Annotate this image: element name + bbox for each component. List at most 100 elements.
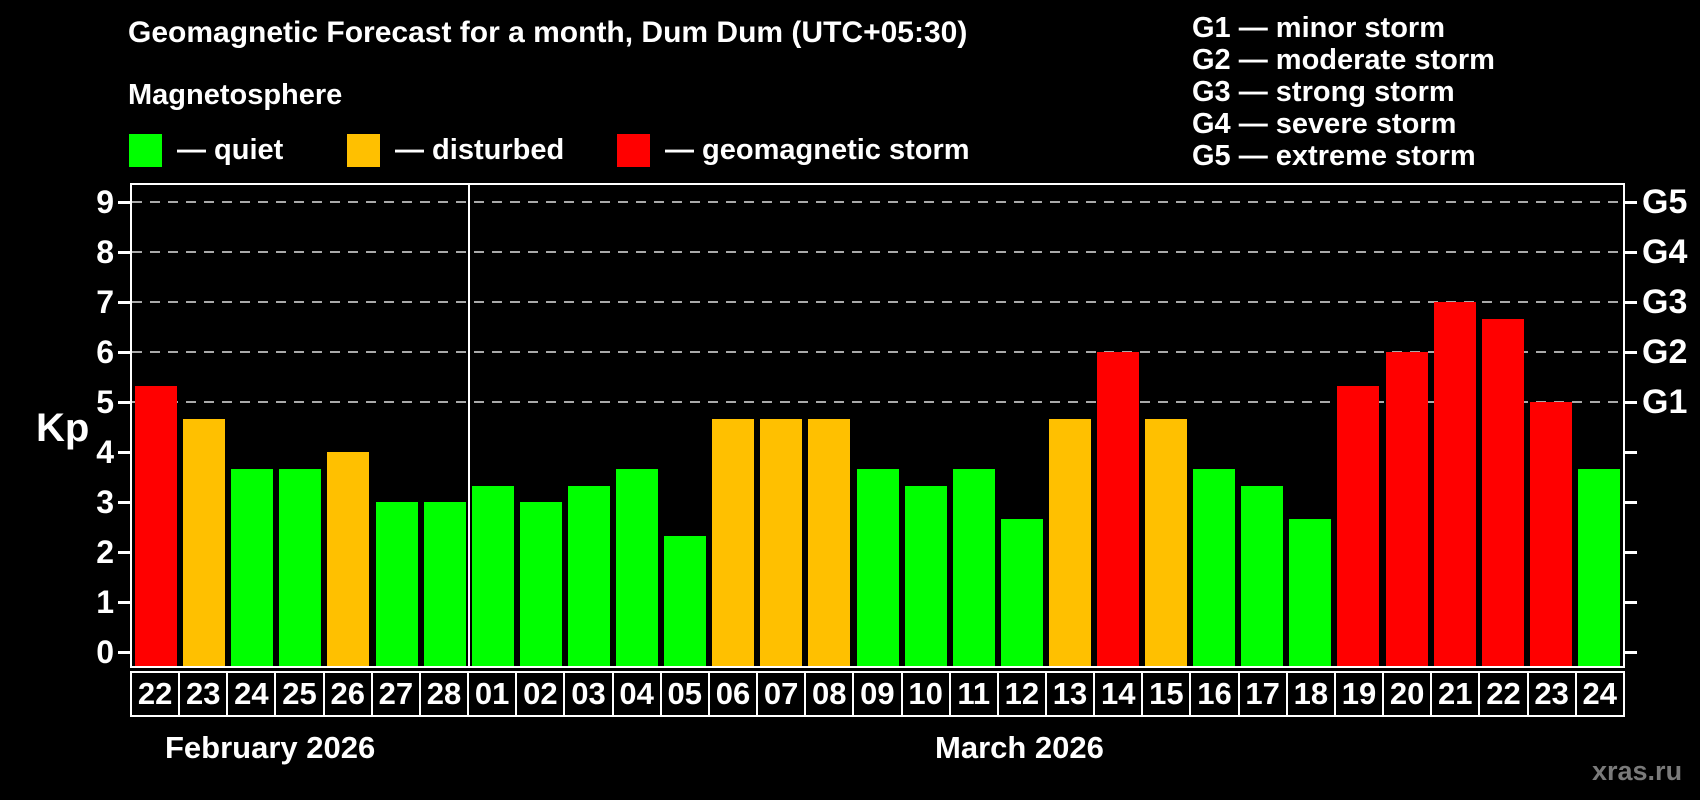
- day-label-cell: 01: [467, 671, 518, 717]
- y-tick-left: [118, 351, 130, 354]
- y-tick-label: 1: [96, 584, 114, 620]
- y-tick-right: [1625, 301, 1637, 304]
- chart-subtitle: Magnetosphere: [128, 79, 343, 111]
- day-label-cell: 02: [515, 671, 566, 717]
- y-tick-label: 9: [96, 184, 114, 220]
- gridline-kp-7: [132, 301, 1623, 303]
- gridline-kp-8: [132, 251, 1623, 253]
- g-legend-line: G2 — moderate storm: [1192, 44, 1495, 76]
- day-label-cell: 28: [418, 671, 470, 717]
- day-label-cell: 23: [1526, 671, 1577, 717]
- day-label-cell: 03: [563, 671, 614, 717]
- watermark: xras.ru: [1592, 756, 1683, 786]
- day-label-cell: 24: [1574, 671, 1625, 717]
- kp-bar: [1385, 352, 1428, 666]
- y-axis-title: Kp: [36, 406, 90, 450]
- kp-bar: [1145, 418, 1188, 666]
- quiet-swatch-icon: [129, 134, 162, 167]
- day-label-cell: 08: [804, 671, 855, 717]
- y-tick-left: [118, 201, 130, 204]
- y-tick-right: [1625, 201, 1637, 204]
- day-label-cell: 18: [1285, 671, 1336, 717]
- kp-bar: [904, 485, 947, 666]
- kp-bar: [1048, 418, 1091, 666]
- kp-bar: [856, 468, 899, 666]
- kp-bar: [1577, 468, 1620, 666]
- day-label-cell: 25: [274, 671, 325, 717]
- g-legend-line: G5 — extreme storm: [1192, 140, 1476, 172]
- day-label-cell: 22: [1478, 671, 1529, 717]
- day-label-cell: 23: [178, 671, 229, 717]
- kp-bar: [712, 418, 755, 666]
- day-label-cell: 26: [322, 671, 373, 717]
- day-label-cell: 20: [1382, 671, 1433, 717]
- kp-bar: [519, 502, 562, 666]
- day-label-cell: 06: [707, 671, 759, 717]
- kp-bar: [1289, 518, 1332, 666]
- y-tick-label: 8: [96, 234, 114, 270]
- day-label-cell: 12: [996, 671, 1047, 717]
- kp-bar: [1096, 352, 1139, 666]
- y-tick-label: 5: [96, 384, 114, 420]
- kp-bar: [183, 418, 226, 666]
- g-legend-line: G4 — severe storm: [1192, 108, 1457, 140]
- month-label: February 2026: [165, 730, 376, 765]
- y-tick-left: [118, 601, 130, 604]
- y-tick-left: [118, 651, 130, 654]
- kp-bar: [423, 502, 466, 666]
- g-legend-line: G1 — minor storm: [1192, 12, 1445, 44]
- kp-bar: [1193, 468, 1236, 666]
- legend-label: — quiet: [177, 134, 284, 166]
- g-axis-label-g1: G1: [1642, 383, 1688, 421]
- day-label-cell: 21: [1430, 671, 1481, 717]
- day-label-cell: 22: [130, 671, 181, 717]
- y-tick-label: 2: [96, 534, 114, 570]
- storm-swatch-icon: [617, 134, 650, 167]
- day-label-cell: 16: [1189, 671, 1240, 717]
- kp-bar: [1000, 518, 1043, 666]
- kp-bar: [808, 418, 851, 666]
- y-tick-left: [118, 401, 130, 404]
- kp-bar: [1481, 318, 1524, 666]
- day-label-cell: 13: [1044, 671, 1096, 717]
- day-label-cell: 17: [1237, 671, 1288, 717]
- g-axis-label-g4: G4: [1642, 233, 1688, 271]
- y-tick-right: [1625, 351, 1637, 354]
- y-tick-label: 7: [96, 284, 114, 320]
- y-tick-right: [1625, 551, 1637, 554]
- day-label-cell: 05: [659, 671, 710, 717]
- legend-item-disturbed: — disturbed: [347, 134, 564, 167]
- kp-bar: [1337, 385, 1380, 666]
- kp-bar: [375, 502, 418, 666]
- day-label-cell: 15: [1141, 671, 1192, 717]
- kp-bar: [664, 535, 707, 666]
- day-label-cell: 19: [1333, 671, 1385, 717]
- g-legend-line: G3 — strong storm: [1192, 76, 1455, 108]
- kp-bar: [616, 468, 659, 666]
- y-tick-label: 6: [96, 334, 114, 370]
- kp-bar: [1529, 402, 1572, 666]
- month-divider-line: [467, 185, 470, 666]
- kp-bar: [327, 452, 370, 666]
- kp-bar: [760, 418, 803, 666]
- y-tick-label: 3: [96, 484, 114, 520]
- y-tick-right: [1625, 451, 1637, 454]
- y-tick-right: [1625, 651, 1637, 654]
- kp-bar: [135, 385, 178, 666]
- page-title: Geomagnetic Forecast for a month, Dum Du…: [128, 16, 968, 49]
- gridline-kp-6: [132, 351, 1623, 353]
- month-label: March 2026: [935, 730, 1104, 765]
- kp-bar: [279, 468, 322, 666]
- y-tick-left: [118, 551, 130, 554]
- y-tick-left: [118, 301, 130, 304]
- kp-bar: [471, 485, 514, 666]
- day-label-cell: 11: [948, 671, 999, 717]
- y-tick-right: [1625, 251, 1637, 254]
- kp-bar: [1241, 485, 1284, 666]
- legend-item-quiet: — quiet: [129, 134, 283, 167]
- g-axis-label-g3: G3: [1642, 283, 1688, 321]
- y-tick-label: 4: [96, 434, 114, 470]
- legend-item-storm: — geomagnetic storm: [617, 134, 970, 167]
- day-label-cell: 09: [852, 671, 903, 717]
- legend-label: — disturbed: [395, 134, 565, 166]
